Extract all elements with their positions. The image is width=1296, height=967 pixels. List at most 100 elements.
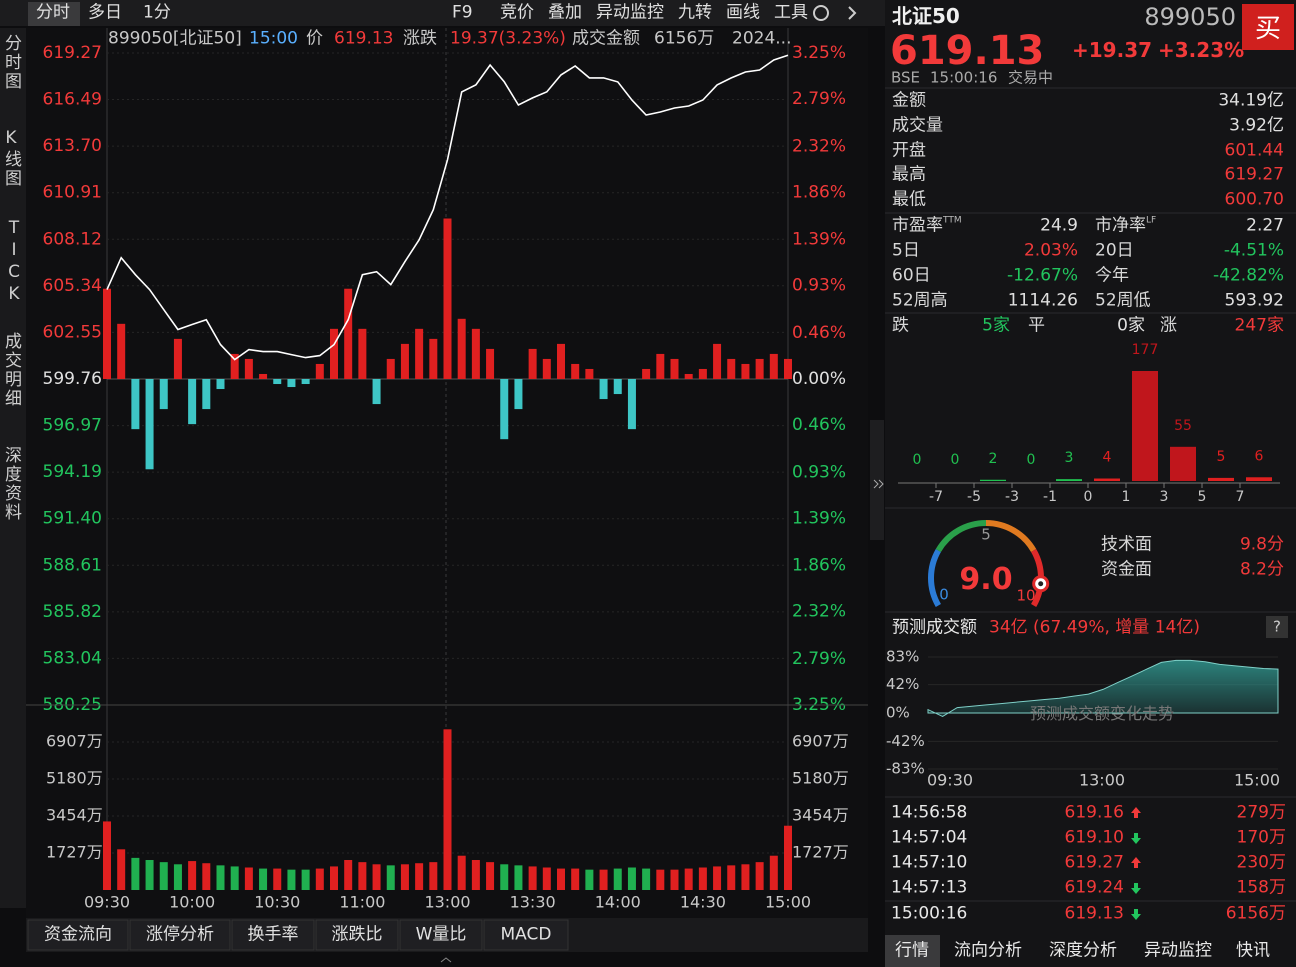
y2-tick-label: 1727万 [792,843,849,862]
volume-bar [259,868,268,890]
flow-bar [670,358,679,379]
volume-bar [684,868,693,890]
flow-bar [471,328,480,379]
y-tick-label: 616.49 [43,89,102,109]
bottom-tab-bg[interactable] [231,919,315,951]
volume-bar [670,869,679,890]
flow-bar [188,379,197,425]
active-tab-bg [28,2,80,26]
flow-bar [457,318,466,379]
y-tick-label: 602.55 [43,322,102,342]
y-tick-label: 619.27 [43,43,102,63]
volume-bar [656,869,665,890]
x-tick-label: 15:00 [1234,771,1280,790]
flow-bar [358,328,367,379]
volume-bar [528,866,537,890]
flow-bar [528,348,537,379]
x-tick-label: 13:30 [510,893,556,912]
tick-arrow [1131,807,1141,818]
dist-count: 3 [1065,450,1074,466]
tick-arrow [1131,857,1141,868]
flow-bar [656,353,665,379]
volume-bar [159,862,168,890]
y2-tick-label: 2.79% [792,649,846,669]
dist-edge-label: 0 [1084,489,1093,505]
flow-bar [117,323,126,379]
volume-bar [103,821,111,890]
bottom-tab-bg[interactable] [129,919,231,951]
flow-bar [259,373,268,379]
x-tick-label: 13:00 [424,893,470,912]
tick-arrow [1131,833,1141,844]
x-tick-label: 14:00 [595,893,641,912]
volume-bar [117,849,126,890]
collapse-icon [873,479,884,489]
x-tick-label: 15:00 [765,893,811,912]
next-icon[interactable] [848,6,857,20]
volume-bar [344,860,353,890]
volume-bar [571,868,580,890]
volume-bar [486,862,495,890]
y-tick-label: 83% [886,648,919,666]
buy-button[interactable] [1242,4,1294,50]
x-tick-label: 09:30 [927,771,973,790]
flow-bar [741,363,750,379]
bottom-tab-bg[interactable] [399,919,483,951]
flow-bar [216,379,225,390]
volume-bar [627,867,636,890]
flow-bar [330,328,338,379]
help-box[interactable] [1266,616,1288,638]
bottom-tab-bg[interactable] [27,919,129,951]
x-tick-label: 13:00 [1079,771,1125,790]
flow-bar [713,343,722,379]
volume-bar [698,867,707,890]
y-tick-label: 5180万 [46,769,103,788]
flow-bar [542,358,551,379]
volume-bar [301,869,310,890]
flow-bar [627,379,636,430]
volume-bar [514,865,523,890]
settings-icon[interactable] [813,5,829,21]
x-tick-label: 10:30 [254,893,300,912]
x-tick-label: 10:00 [169,893,215,912]
dist-bar [980,479,1006,481]
x-tick-label: 11:00 [339,893,385,912]
gauge-arc [928,549,942,607]
flow-bar [571,363,580,379]
y2-tick-label: 2.32% [792,602,846,622]
dist-count: 2 [989,451,998,467]
dist-count: 55 [1174,418,1192,434]
volume-bar [173,864,182,890]
dist-edge-label: -3 [1005,489,1019,505]
dist-edge-label: 1 [1122,489,1131,505]
flow-bar [386,358,395,379]
collapse-strip[interactable] [870,420,884,540]
gauge-needle-core [1038,581,1044,587]
flow-bar [244,358,253,379]
volume-bar [713,866,722,890]
flow-bar [202,379,211,410]
volume-bar [755,862,764,890]
flow-bar [315,363,324,379]
y-tick-label: 583.04 [43,648,102,668]
dist-count: 0 [1027,452,1036,468]
y-tick-label: -83% [886,760,925,778]
price-line [106,54,789,361]
y2-tick-label: 1.86% [792,556,846,576]
y-tick-label: 610.91 [43,183,102,203]
flow-bar [145,379,154,470]
bottom-tab-bg[interactable] [315,919,399,951]
y-tick-label: 1727万 [46,843,103,862]
active-right-tab [885,935,940,967]
volume-bar [244,867,253,890]
y2-tick-label: 6907万 [792,732,849,751]
y2-tick-label: 5180万 [792,769,849,788]
y-tick-label: 591.40 [43,509,102,529]
tick-arrow [1131,883,1141,894]
volume-bar [330,866,338,890]
y-tick-label: 605.34 [43,276,102,296]
bottom-tab-bg[interactable] [483,919,569,951]
dist-bar [1056,479,1082,481]
flow-bar [131,379,140,430]
flow-bar [486,348,495,379]
